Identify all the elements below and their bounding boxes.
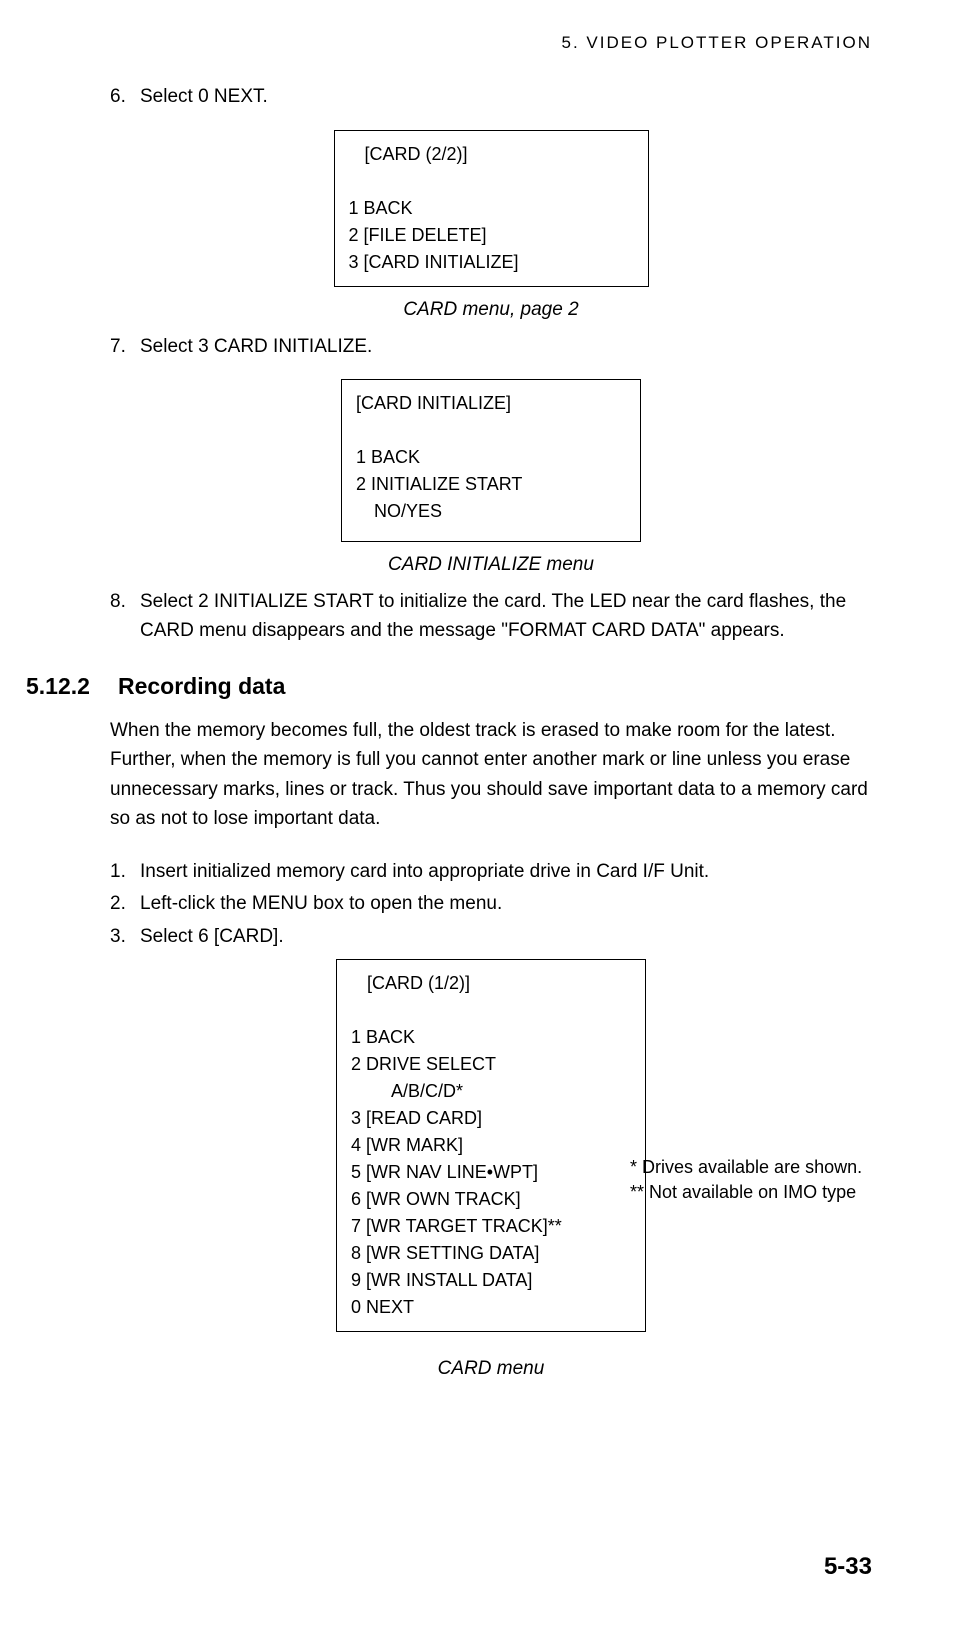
menu-item: 2 INITIALIZE START <box>356 471 626 498</box>
page-number: 5-33 <box>824 1553 872 1581</box>
menu-caption: CARD menu <box>110 1358 872 1380</box>
recording-step-2: 2. Left-click the MENU box to open the m… <box>110 890 872 919</box>
menu-item: 8 [WR SETTING DATA] <box>351 1240 631 1267</box>
card-initialize-menu-box: [CARD INITIALIZE] 1 BACK 2 INITIALIZE ST… <box>341 379 641 542</box>
menu-title: [CARD (2/2)] <box>349 141 634 168</box>
section-title: Recording data <box>118 673 285 700</box>
menu-item: 3 [CARD INITIALIZE] <box>349 249 634 276</box>
menu-subitem: A/B/C/D* <box>351 1078 631 1105</box>
menu-item: 0 NEXT <box>351 1294 631 1321</box>
side-note: * Drives available are shown. ** Not ava… <box>630 1155 862 1205</box>
section-number: 5.12.2 <box>26 673 90 700</box>
step-number: 8. <box>110 588 140 645</box>
menu-item: 1 BACK <box>356 444 626 471</box>
step-7: 7. Select 3 CARD INITIALIZE. <box>110 333 872 362</box>
page-header: 5. VIDEO PLOTTER OPERATION <box>110 33 872 53</box>
body-paragraph: When the memory becomes full, the oldest… <box>110 716 872 834</box>
card-menu-page1-box: [CARD (1/2)] 1 BACK 2 DRIVE SELECT A/B/C… <box>336 959 646 1332</box>
menu-item: 2 DRIVE SELECT <box>351 1051 631 1078</box>
footnote-1: * Drives available are shown. <box>630 1155 862 1180</box>
step-number: 1. <box>110 858 140 887</box>
step-number: 3. <box>110 923 140 952</box>
step-8: 8. Select 2 INITIALIZE START to initiali… <box>110 588 872 645</box>
menu-item: 9 [WR INSTALL DATA] <box>351 1267 631 1294</box>
step-text: Select 0 NEXT. <box>140 83 872 112</box>
menu-item: 6 [WR OWN TRACK] <box>351 1186 631 1213</box>
menu-item: 4 [WR MARK] <box>351 1132 631 1159</box>
recording-step-1: 1. Insert initialized memory card into a… <box>110 858 872 887</box>
step-text: Insert initialized memory card into appr… <box>140 858 872 887</box>
menu-item: 7 [WR TARGET TRACK]** <box>351 1213 631 1240</box>
step-text: Select 6 [CARD]. <box>140 923 872 952</box>
step-number: 6. <box>110 83 140 112</box>
menu-caption: CARD INITIALIZE menu <box>110 554 872 576</box>
section-heading: 5.12.2 Recording data <box>26 673 872 700</box>
menu-item: 2 [FILE DELETE] <box>349 222 634 249</box>
menu-title: [CARD (1/2)] <box>351 970 631 997</box>
step-text: Select 3 CARD INITIALIZE. <box>140 333 872 362</box>
menu-item: 3 [READ CARD] <box>351 1105 631 1132</box>
recording-step-3: 3. Select 6 [CARD]. <box>110 923 872 952</box>
footnote-2: ** Not available on IMO type <box>630 1180 862 1205</box>
menu-caption: CARD menu, page 2 <box>110 299 872 321</box>
menu-subitem: NO/YES <box>356 498 626 525</box>
step-text: Select 2 INITIALIZE START to initialize … <box>140 588 872 645</box>
step-text: Left-click the MENU box to open the menu… <box>140 890 872 919</box>
step-number: 2. <box>110 890 140 919</box>
menu-item: 1 BACK <box>351 1024 631 1051</box>
menu-title: [CARD INITIALIZE] <box>356 390 626 417</box>
menu-item: 1 BACK <box>349 195 634 222</box>
step-6: 6. Select 0 NEXT. <box>110 83 872 112</box>
step-number: 7. <box>110 333 140 362</box>
menu-item: 5 [WR NAV LINE•WPT] <box>351 1159 631 1186</box>
card-menu-page2-box: [CARD (2/2)] 1 BACK 2 [FILE DELETE] 3 [C… <box>334 130 649 287</box>
